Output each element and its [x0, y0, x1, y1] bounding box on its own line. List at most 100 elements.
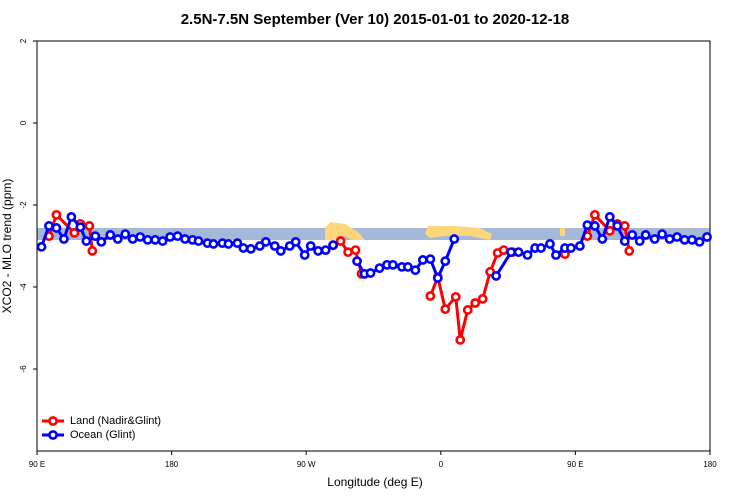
data-point: [449, 234, 460, 244]
data-point: [410, 265, 421, 276]
series-line: [494, 213, 708, 277]
data-point: [150, 234, 161, 245]
data-point: [649, 234, 660, 244]
data-point: [59, 234, 69, 244]
data-point: [440, 256, 451, 267]
data-point: [165, 232, 176, 242]
data-point: [694, 236, 705, 247]
data-point: [81, 236, 92, 246]
legend-label: Land (Nadir&Glint): [70, 415, 161, 427]
data-point: [455, 334, 466, 345]
data-point: [624, 246, 635, 256]
data-point: [634, 236, 645, 246]
y-tick-label: 0: [19, 120, 28, 125]
data-point: [180, 234, 190, 244]
chart-title: 2.5N-7.5N September (Ver 10) 2015-01-01 …: [181, 11, 570, 28]
data-point: [536, 243, 546, 253]
plot-frame: [36, 40, 711, 452]
x-tick-label: 180: [703, 460, 717, 469]
data-point: [498, 245, 509, 255]
data-point: [44, 221, 54, 231]
data-point: [687, 234, 697, 245]
data-point: [432, 273, 443, 283]
data-point: [619, 221, 630, 231]
data-point: [551, 250, 561, 260]
data-point: [193, 236, 204, 246]
data-point: [96, 236, 107, 247]
legend: Land (Nadir&Glint) Ocean (Glint): [42, 415, 161, 441]
y-tick-label: -2: [19, 201, 28, 209]
data-point: [120, 229, 131, 240]
data-point: [440, 304, 451, 315]
x-tick-label: 180: [165, 460, 179, 469]
x-tick-label: 90 E: [29, 460, 45, 469]
data-point: [36, 241, 47, 252]
data-point: [299, 250, 310, 260]
y-axis-label: XCO2 - MLO trend (ppm): [0, 179, 14, 314]
data-point: [470, 298, 481, 308]
data-point: [208, 239, 219, 249]
data-point: [105, 230, 116, 240]
data-point: [664, 234, 675, 244]
y-tick-label: -4: [19, 283, 28, 291]
x-axis-label: Longitude (deg E): [327, 475, 422, 489]
data-point: [417, 255, 428, 265]
data-point: [365, 268, 376, 278]
data-point: [51, 209, 62, 220]
data-point: [477, 293, 488, 304]
data-point: [75, 222, 86, 233]
data-point: [402, 262, 413, 272]
data-point: [320, 245, 331, 255]
data-point: [305, 241, 316, 251]
data-point: [657, 229, 668, 240]
data-point: [260, 236, 271, 247]
y-tick-label: 2: [19, 38, 28, 43]
data-point: [589, 221, 600, 231]
data-point: [335, 236, 346, 246]
data-point: [545, 239, 555, 249]
data-point: [702, 232, 712, 242]
legend-marker: [48, 430, 58, 440]
data-point: [275, 246, 286, 256]
data-point: [69, 227, 80, 238]
data-point: [604, 211, 615, 222]
data-point: [506, 247, 516, 258]
x-tick-label: 90 W: [297, 460, 316, 469]
data-point: [90, 231, 101, 242]
data-point: [84, 221, 95, 231]
data-point: [157, 236, 168, 246]
data-point: [374, 263, 385, 274]
x-tick-label: 0: [439, 460, 444, 469]
data-point: [290, 236, 301, 247]
land-patch: [325, 222, 365, 240]
data-point: [135, 232, 146, 242]
data-point: [425, 254, 436, 265]
data-point: [245, 243, 256, 254]
land-patch: [425, 226, 492, 240]
ocean-mask: [37, 228, 710, 240]
data-point: [566, 243, 576, 253]
data-point: [328, 240, 339, 251]
data-point: [352, 256, 362, 267]
data-point: [87, 246, 98, 256]
data-point: [619, 236, 630, 246]
data-point: [582, 220, 593, 230]
data-point: [172, 231, 183, 242]
data-point: [142, 234, 153, 245]
legend-marker: [48, 416, 58, 426]
data-point: [522, 250, 533, 260]
legend-label: Ocean (Glint): [70, 429, 135, 441]
data-point: [343, 247, 353, 258]
data-point: [66, 211, 77, 222]
data-point: [640, 230, 651, 240]
land-mask: [37, 222, 710, 240]
y-tick-label: -6: [19, 365, 28, 373]
data-point: [491, 271, 502, 281]
data-point: [313, 246, 324, 256]
data-point: [462, 305, 473, 315]
data-point: [672, 232, 682, 242]
data-point: [127, 234, 138, 244]
land-patch: [560, 228, 565, 236]
data-point: [627, 230, 638, 240]
